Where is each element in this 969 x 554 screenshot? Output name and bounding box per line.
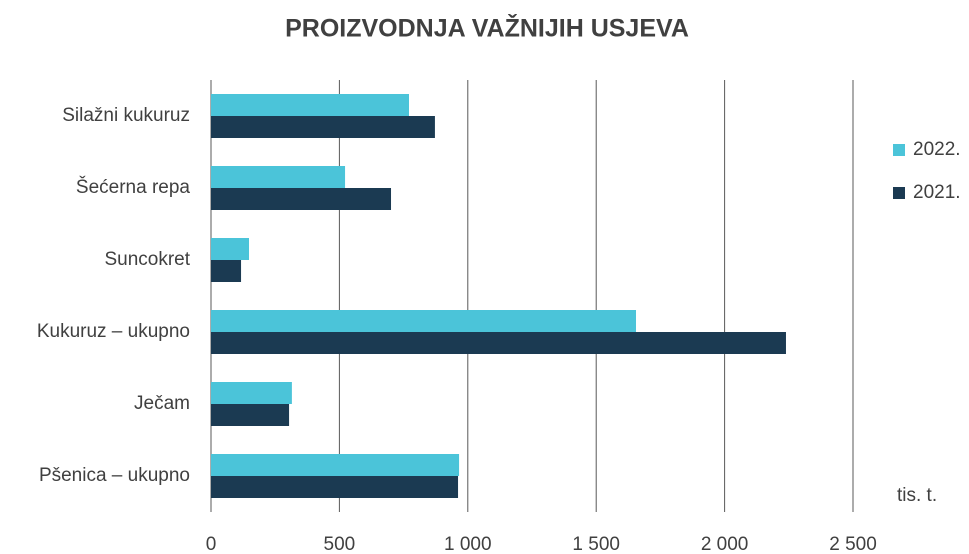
y-tick-label: Suncokret (104, 249, 190, 270)
bar (211, 238, 250, 260)
legend-label: 2022. (913, 139, 961, 160)
bar (211, 382, 292, 404)
legend-label: 2021. (913, 182, 961, 203)
bar (211, 404, 290, 426)
y-tick-label: Šećerna repa (76, 176, 191, 198)
bar (211, 94, 409, 116)
x-tick-label: 0 (206, 534, 217, 554)
bar (211, 260, 242, 282)
bar (211, 166, 346, 188)
legend-swatch (893, 187, 905, 199)
x-tick-label: 1 000 (444, 534, 492, 554)
bar (211, 332, 786, 354)
y-tick-label: Kukuruz – ukupno (37, 321, 190, 342)
x-tick-label: 2 000 (701, 534, 749, 554)
y-tick-label: Silažni kukuruz (62, 105, 190, 126)
bar (211, 310, 637, 332)
bar (211, 116, 435, 138)
x-tick-label: 2 500 (829, 534, 877, 554)
bar (211, 476, 459, 498)
x-tick-label: 500 (324, 534, 356, 554)
y-tick-label: Ječam (134, 393, 190, 414)
x-axis-label: tis. t. (897, 485, 937, 506)
legend-swatch (893, 144, 905, 156)
bar (211, 454, 460, 476)
chart-title: PROIZVODNJA VAŽNIJIH USJEVA (285, 13, 689, 43)
y-tick-label: Pšenica – ukupno (39, 465, 190, 486)
bar (211, 188, 392, 210)
x-tick-label: 1 500 (572, 534, 620, 554)
